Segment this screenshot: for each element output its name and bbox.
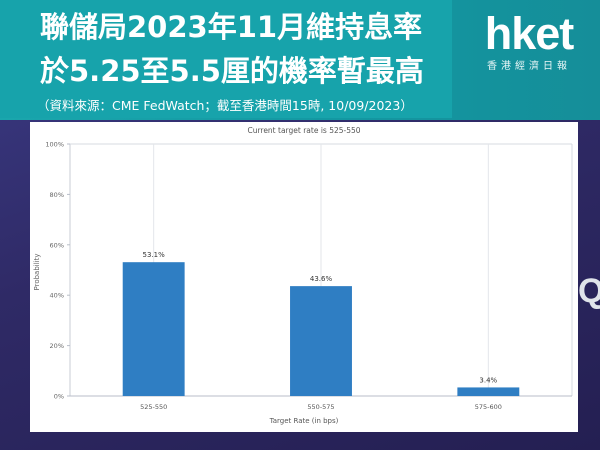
x-axis-label: Target Rate (in bps) [269, 417, 339, 425]
watermark-logo: Q [578, 272, 600, 310]
y-tick-label: 80% [50, 191, 64, 199]
bar-525-550 [122, 262, 185, 396]
chart-title: Current target rate is 525-550 [247, 126, 360, 135]
y-tick-label: 40% [50, 292, 64, 300]
hket-logo: hket 香港經濟日報 [474, 8, 584, 74]
source-note: （資料來源：CME FedWatch；截至香港時間15時, 10/09/2023… [37, 98, 413, 113]
y-tick-label: 100% [45, 141, 64, 149]
headline-line-1: 聯儲局2023年11月維持息率 [40, 10, 423, 44]
data-label: 43.6% [310, 275, 333, 283]
x-tick-label: 550-575 [307, 403, 334, 411]
x-tick-label: 575-600 [475, 403, 502, 411]
chart-panel: Current target rate is 525-550 Probabili… [30, 122, 600, 432]
y-tick-label: 60% [50, 241, 64, 249]
bar-550-575 [290, 286, 352, 396]
headline-box: 聯儲局2023年11月維持息率 於5.25至5.5厘的機率暫最高 （資料來源：C… [0, 0, 452, 118]
x-tick-label: 525-550 [140, 403, 167, 411]
headline-line-2: 於5.25至5.5厘的機率暫最高 [40, 54, 424, 88]
y-tick-label: 20% [50, 342, 64, 350]
bar-575-600 [457, 387, 520, 396]
logo-subtitle: 香港經濟日報 [487, 61, 571, 72]
bar-chart: Current target rate is 525-550 Probabili… [33, 126, 573, 425]
data-label: 3.4% [479, 376, 497, 384]
logo-wordmark: hket [484, 8, 575, 59]
y-tick-label: 0% [54, 393, 64, 401]
y-axis-label: Probability [33, 253, 41, 290]
header-banner: 聯儲局2023年11月維持息率 於5.25至5.5厘的機率暫最高 （資料來源：C… [0, 0, 600, 120]
data-label: 53.1% [143, 251, 166, 259]
